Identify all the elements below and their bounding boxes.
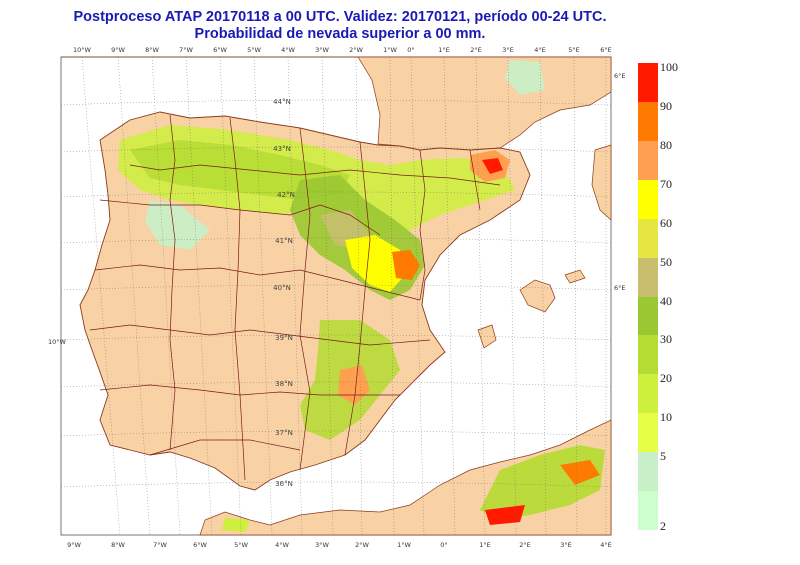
bottom-longitude-label: 9°W bbox=[67, 541, 81, 549]
graticule bbox=[60, 56, 612, 536]
top-longitude-label: 2°W bbox=[349, 46, 363, 54]
top-longitude-label: 2°E bbox=[470, 46, 482, 54]
top-longitude-label: 1°E bbox=[438, 46, 450, 54]
latitude-label: 41°N bbox=[275, 237, 293, 245]
legend-label: 50 bbox=[660, 254, 672, 269]
latitude-label: 40°N bbox=[273, 284, 291, 292]
probability-band-70 bbox=[345, 235, 405, 292]
top-longitude-label: 1°W bbox=[383, 46, 397, 54]
latitude-label: 37°N bbox=[275, 429, 293, 437]
bottom-longitude-label: 3°W bbox=[315, 541, 329, 549]
latitude-label: 43°N bbox=[273, 145, 291, 153]
bottom-longitude-label: 6°W bbox=[193, 541, 207, 549]
bottom-longitude-label: 7°W bbox=[153, 541, 167, 549]
probability-band-100-africa bbox=[485, 505, 525, 525]
top-longitude-label: 8°W bbox=[145, 46, 159, 54]
latitude-label: 44°N bbox=[273, 98, 291, 106]
sardinia-landmass bbox=[591, 144, 612, 221]
legend-label: 10 bbox=[660, 410, 672, 425]
legend-label: 40 bbox=[660, 293, 672, 308]
legend-swatch bbox=[638, 374, 658, 414]
top-longitude-label: 5°W bbox=[247, 46, 261, 54]
legend-swatch bbox=[638, 179, 658, 220]
menorca-island bbox=[564, 269, 586, 284]
bottom-longitude-label: 5°W bbox=[234, 541, 248, 549]
bottom-longitude-label: 1°W bbox=[397, 541, 411, 549]
probability-band-30-north bbox=[130, 140, 350, 200]
latitude-label: 42°N bbox=[277, 191, 295, 199]
bottom-longitude-label: 4°E bbox=[600, 541, 612, 549]
latitude-label: 36°N bbox=[275, 480, 293, 488]
bottom-longitude-label: 2°W bbox=[355, 541, 369, 549]
legend-label: 30 bbox=[660, 332, 672, 347]
province-borders bbox=[89, 114, 501, 481]
top-longitude-label: 6°W bbox=[213, 46, 227, 54]
right-longitude-label-middle: 6°E bbox=[614, 284, 626, 292]
bottom-longitude-label: 8°W bbox=[111, 541, 125, 549]
legend-label: 20 bbox=[660, 371, 672, 386]
right-longitude-label-top: 6°E bbox=[614, 72, 626, 80]
latitude-labels: 44°N 43°N 42°N 41°N 40°N 39°N 38°N 37°N 36°N bbox=[273, 98, 295, 488]
top-longitude-label: 4°W bbox=[281, 46, 295, 54]
legend-swatch bbox=[638, 335, 658, 375]
top-longitude-label: 3°E bbox=[502, 46, 514, 54]
legend-swatch bbox=[638, 63, 658, 103]
top-longitude-label: 5°E bbox=[568, 46, 580, 54]
bottom-longitude-labels: 9°W 8°W 7°W 6°W 5°W 4°W 3°W 2°W 1°W 0° 1°E 2°E 3°E 4°… bbox=[67, 541, 612, 549]
top-longitude-label: 6°E bbox=[600, 46, 612, 54]
legend-swatch bbox=[638, 140, 658, 181]
legend-label: 80 bbox=[660, 137, 672, 152]
latitude-label: 38°N bbox=[275, 380, 293, 388]
top-longitude-labels: 10°W 9°W 8°W 7°W 6°W 5°W 4°W 3°W 2°W 1°W 0° 1°E 2°E 3… bbox=[73, 46, 612, 54]
map-title: Postproceso ATAP 20170118 a 00 UTC. Vali… bbox=[73, 9, 607, 25]
legend-swatch bbox=[638, 296, 658, 336]
probability-band-90-teruel bbox=[392, 250, 420, 280]
color-legend: 100 90 80 70 60 50 40 30 20 10 5 2 bbox=[638, 60, 698, 533]
bottom-longitude-label: 0° bbox=[440, 541, 447, 549]
legend-swatch bbox=[638, 218, 658, 259]
probability-band-5-france bbox=[505, 60, 545, 95]
bottom-longitude-label: 2°E bbox=[519, 541, 531, 549]
legend-label: 5 bbox=[660, 449, 666, 464]
bottom-longitude-label: 3°E bbox=[560, 541, 572, 549]
legend-swatch bbox=[638, 491, 658, 531]
bottom-longitude-label: 1°E bbox=[479, 541, 491, 549]
legend-label: 2 bbox=[660, 519, 666, 533]
legend-swatch bbox=[638, 413, 658, 453]
legend-label: 90 bbox=[660, 98, 672, 113]
legend-label: 70 bbox=[660, 176, 672, 191]
top-longitude-label: 4°E bbox=[534, 46, 546, 54]
mallorca-island bbox=[519, 279, 556, 313]
bottom-longitude-label: 4°W bbox=[275, 541, 289, 549]
legend-swatch bbox=[638, 101, 658, 142]
probability-band-90-africa bbox=[560, 460, 600, 485]
top-longitude-label: 9°W bbox=[111, 46, 125, 54]
probability-band-20-morocco bbox=[222, 518, 250, 532]
map-subtitle: Probabilidad de nevada superior a 00 mm. bbox=[194, 26, 486, 42]
probability-band-100-catalonia bbox=[482, 158, 503, 174]
top-longitude-label: 10°W bbox=[73, 46, 92, 54]
legend-label: 60 bbox=[660, 215, 672, 230]
top-longitude-label: 0° bbox=[407, 46, 414, 54]
legend-swatch bbox=[638, 452, 658, 492]
legend-label: 100 bbox=[660, 60, 678, 74]
legend-swatch bbox=[638, 257, 658, 297]
latitude-label: 39°N bbox=[275, 334, 293, 342]
probability-band-5-west bbox=[145, 200, 210, 250]
top-longitude-label: 3°W bbox=[315, 46, 329, 54]
left-longitude-label: 10°W bbox=[48, 338, 67, 346]
top-longitude-label: 7°W bbox=[179, 46, 193, 54]
